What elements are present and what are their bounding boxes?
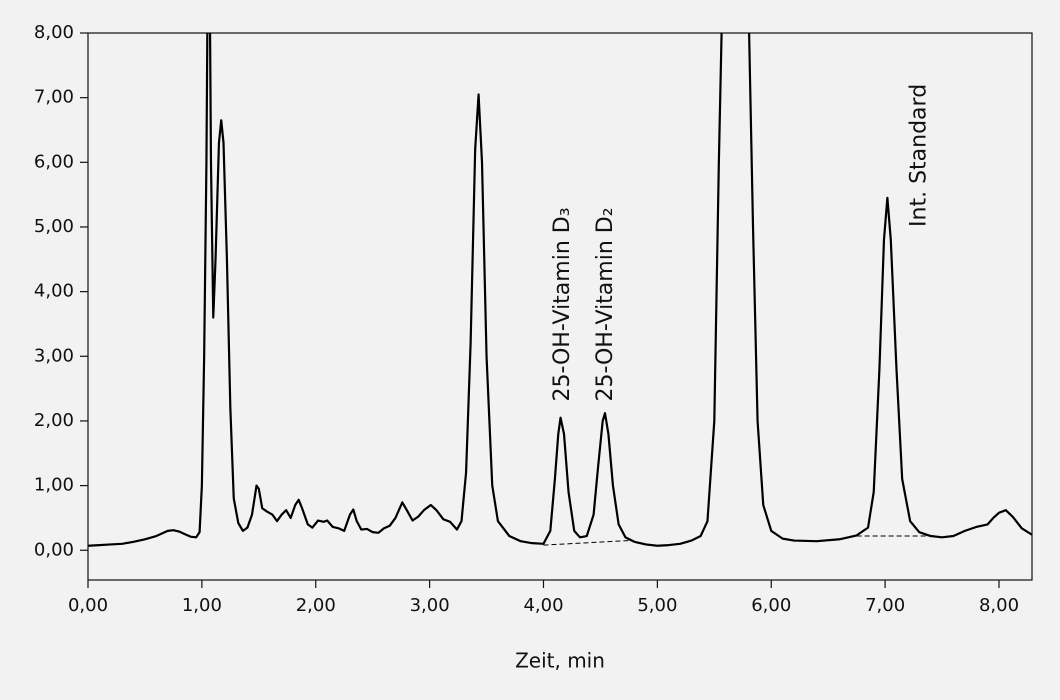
- x-tick-label: 1,00: [182, 595, 222, 616]
- chromatogram-line: [88, 33, 1032, 547]
- y-tick-label: 0,00: [34, 539, 74, 560]
- y-tick-label: 8,00: [34, 22, 74, 43]
- y-tick-label: 1,00: [34, 475, 74, 496]
- x-tick-label: 5,00: [637, 595, 677, 616]
- y-tick-label: 6,00: [34, 151, 74, 172]
- y-tick-label: 7,00: [34, 87, 74, 108]
- x-tick-label: 6,00: [751, 595, 791, 616]
- x-tick-label: 8,00: [979, 595, 1019, 616]
- x-tick-label: 4,00: [523, 595, 563, 616]
- plot-frame: [87, 32, 1033, 581]
- y-tick-label: 5,00: [34, 216, 74, 237]
- x-tick-label: 0,00: [68, 595, 108, 616]
- baseline: [543, 540, 629, 546]
- peak-annotation: 25-OH-Vitamin D₂: [593, 207, 618, 401]
- y-tick-label: 3,00: [34, 345, 74, 366]
- x-tick-label: 2,00: [296, 595, 336, 616]
- x-tick-label: 7,00: [865, 595, 905, 616]
- x-tick-label: 3,00: [410, 595, 450, 616]
- y-tick-label: 4,00: [34, 281, 74, 302]
- plot: [88, 33, 1032, 547]
- x-axis-label: Zeit, min: [515, 649, 605, 673]
- peak-annotation: 25-OH-Vitamin D₃: [550, 207, 575, 401]
- peak-annotation: Int. Standard: [906, 84, 931, 227]
- y-tick-label: 2,00: [34, 410, 74, 431]
